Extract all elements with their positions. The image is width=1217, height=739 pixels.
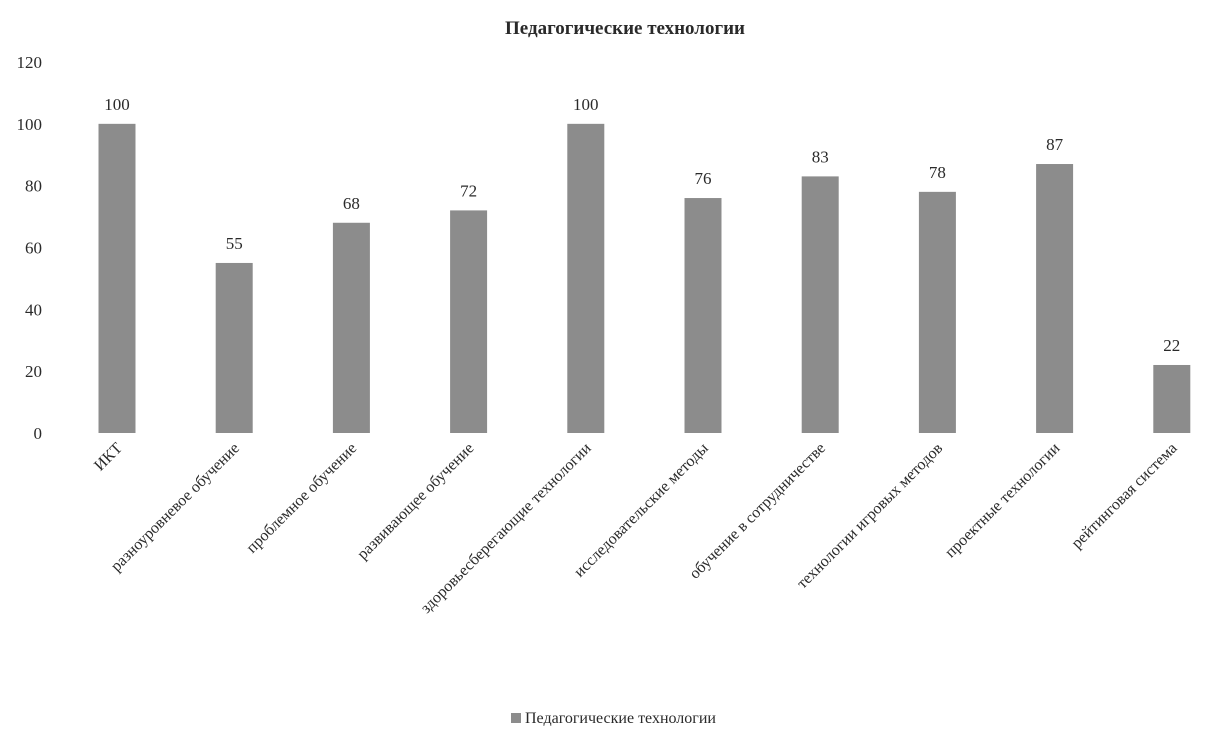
data-label: 72 xyxy=(460,181,477,200)
y-tick-label: 20 xyxy=(25,362,42,381)
x-tick-label: разноуровневое обучение xyxy=(108,440,243,575)
data-label: 68 xyxy=(343,194,360,213)
data-label: 100 xyxy=(573,95,599,114)
y-tick-label: 40 xyxy=(25,300,42,319)
data-label: 22 xyxy=(1163,336,1180,355)
bar xyxy=(918,191,956,433)
data-label: 55 xyxy=(226,234,243,253)
data-labels: 100 55 68 72 100 76 83 78 87 22 xyxy=(104,95,1180,355)
x-tick-label: проектные технологии xyxy=(942,439,1064,561)
bar xyxy=(684,198,722,433)
y-tick-label: 80 xyxy=(25,177,42,196)
y-tick-label: 120 xyxy=(17,53,43,72)
legend-swatch xyxy=(511,713,521,723)
data-label: 78 xyxy=(929,163,946,182)
bar xyxy=(567,123,605,433)
data-label: 87 xyxy=(1046,135,1064,154)
bar xyxy=(332,222,370,433)
y-axis: 0 20 40 60 80 100 120 xyxy=(17,53,43,443)
legend-label: Педагогические технологии xyxy=(525,710,716,727)
x-tick-label: рейтинговая система xyxy=(1068,440,1180,552)
chart-title: Педагогические технологии xyxy=(505,18,745,39)
x-tick-label: развивающее обучение xyxy=(354,440,477,563)
x-tick-label: проблемное обучение xyxy=(243,440,360,557)
data-label: 100 xyxy=(104,95,130,114)
bar xyxy=(450,210,488,433)
bar xyxy=(801,176,839,433)
bar xyxy=(1036,164,1074,433)
bar xyxy=(215,262,253,433)
x-tick-label: исследовательские методы xyxy=(571,440,712,581)
bar xyxy=(98,123,136,433)
x-tick-label: обучение в сотрудничестве xyxy=(686,440,829,583)
bars xyxy=(98,123,1191,433)
data-label: 83 xyxy=(812,147,829,166)
y-tick-label: 100 xyxy=(17,115,43,134)
y-tick-label: 60 xyxy=(25,239,42,258)
data-label: 76 xyxy=(695,169,712,188)
legend: Педагогические технологии xyxy=(511,710,716,727)
x-tick-label: ИКТ xyxy=(91,440,126,475)
bar xyxy=(1153,364,1191,433)
y-tick-label: 0 xyxy=(34,424,43,443)
